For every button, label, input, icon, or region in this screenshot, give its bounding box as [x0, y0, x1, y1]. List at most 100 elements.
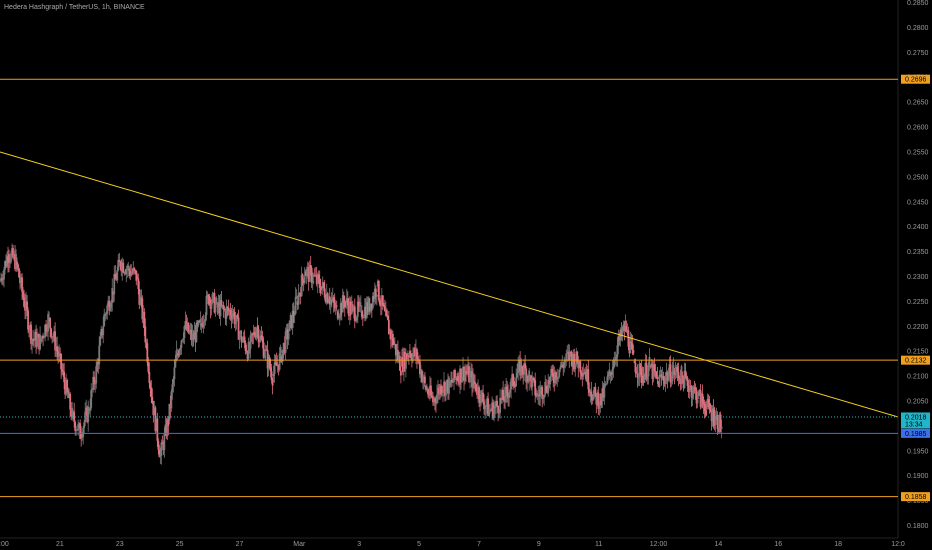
candle-body — [143, 311, 146, 328]
candle-body — [119, 261, 122, 267]
candle-body — [321, 282, 324, 289]
candle-body — [350, 304, 353, 314]
candle-body — [696, 400, 699, 404]
candle-body — [71, 407, 74, 417]
candle-body — [30, 324, 32, 344]
candle-body — [582, 372, 585, 377]
candle-body — [663, 380, 666, 384]
candle-body — [478, 387, 480, 400]
candle-body — [313, 275, 316, 276]
candle-body — [514, 385, 517, 387]
candle-body — [600, 393, 603, 406]
candle-body — [257, 329, 260, 343]
candle-body — [531, 377, 534, 388]
candle-body — [190, 329, 193, 341]
candle-body — [613, 359, 616, 368]
x-tick-label: 23 — [116, 541, 124, 548]
candle-body — [312, 275, 315, 277]
candle-body — [656, 376, 659, 379]
candle-body — [19, 277, 21, 284]
price-tag — [901, 412, 930, 429]
candle-body — [352, 306, 355, 312]
candle-body — [573, 353, 576, 370]
candle-body — [559, 367, 562, 370]
candle-body — [333, 302, 336, 309]
candle-body — [603, 385, 606, 398]
candle-body — [560, 361, 563, 368]
candle-body — [530, 375, 533, 388]
candle-body — [702, 402, 705, 405]
candle-body — [680, 366, 683, 385]
countdown-label: 13:34 — [905, 421, 923, 428]
candle-body — [491, 402, 493, 411]
candle-body — [133, 268, 136, 271]
candle-body — [124, 272, 127, 274]
candle-body — [156, 418, 159, 441]
candle-body — [199, 319, 202, 322]
candle-body — [592, 393, 595, 401]
candle-body — [278, 353, 281, 370]
candle-body — [509, 389, 512, 393]
candle-body — [650, 363, 653, 368]
candle-body — [545, 386, 548, 391]
candle-body — [417, 356, 419, 361]
candle-body — [117, 260, 120, 271]
candle-body — [206, 294, 209, 296]
candle-body — [184, 321, 187, 327]
candle-body — [435, 401, 437, 404]
candle-body — [695, 390, 698, 404]
x-tick-label: Mar — [293, 541, 306, 548]
candle-body — [534, 380, 537, 396]
candle-body — [419, 361, 421, 375]
candle-body — [319, 287, 322, 294]
candle-body — [569, 351, 572, 357]
candle-body — [585, 371, 588, 381]
candle-body — [21, 277, 23, 292]
candle-body — [192, 338, 195, 340]
candle-body — [161, 442, 164, 444]
trendline — [0, 151, 899, 418]
candle-body — [395, 349, 398, 356]
candle-body — [205, 295, 208, 316]
candle-body — [446, 379, 448, 385]
candle-body — [227, 307, 230, 312]
candle-body — [450, 379, 452, 382]
candle-body — [306, 267, 309, 270]
candle-body — [43, 337, 45, 339]
candle-body — [189, 329, 192, 332]
y-tick-label: 0.1800 — [907, 523, 929, 530]
candle-body — [249, 335, 252, 349]
candle-body — [291, 310, 294, 328]
candle-body — [88, 410, 91, 412]
candle-body — [555, 372, 558, 380]
candle-body — [666, 372, 669, 381]
candle-body — [431, 395, 433, 398]
candle-body — [550, 368, 553, 377]
candle-body — [86, 407, 89, 423]
candle-body — [80, 433, 83, 439]
candle-body — [482, 392, 484, 402]
candle-body — [222, 305, 225, 310]
candle-body — [362, 317, 365, 319]
candle-body — [413, 348, 415, 354]
candle-body — [682, 377, 685, 389]
candle-body — [252, 332, 255, 336]
candle-body — [3, 269, 5, 280]
candle-body — [376, 280, 379, 287]
candle-body — [494, 405, 497, 409]
candle-body — [466, 372, 468, 374]
candle-body — [307, 267, 310, 282]
x-tick-label: 25 — [176, 541, 184, 548]
candle-body — [521, 366, 524, 372]
price-tag — [901, 492, 930, 502]
candle-body — [709, 410, 712, 413]
candle-body — [677, 371, 680, 379]
candle-body — [361, 316, 364, 318]
candle-body — [279, 346, 282, 354]
candle-body — [32, 338, 34, 340]
candle-body — [209, 299, 212, 309]
candle-body — [323, 288, 326, 298]
x-tick-label: 3 — [357, 541, 361, 548]
candle-body — [164, 424, 167, 434]
